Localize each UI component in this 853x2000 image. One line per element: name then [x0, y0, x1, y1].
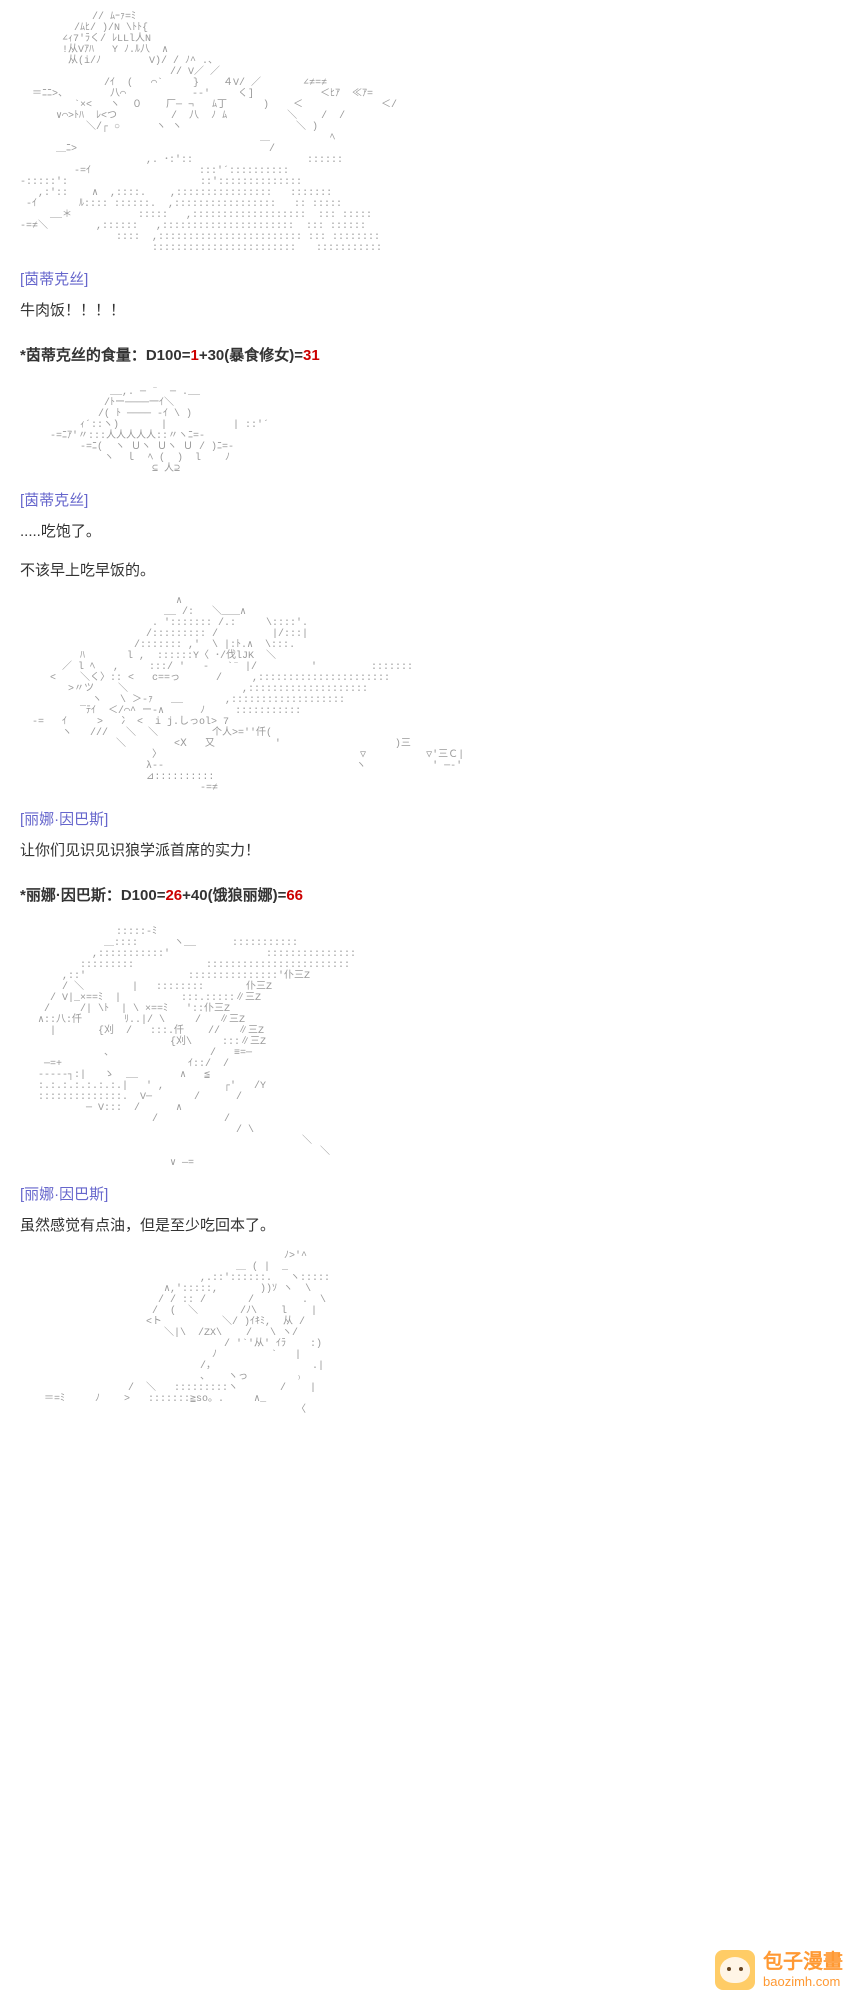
- dice-roll-2: *丽娜·因巴斯：D100=26+40(饿狼丽娜)=66: [20, 882, 833, 909]
- speaker-label-3: [丽娜·因巴斯]: [20, 806, 833, 833]
- ascii-art-2: __,. ─ ¨ ─ .__ /ﾄー────一ｲ＼ /( ﾄ ──── -ｲ \…: [20, 387, 833, 475]
- dialogue-text-2b: 不该早上吃早饭的。: [20, 557, 833, 584]
- dialogue-text-3: 让你们见识见识狼学派首席的实力！: [20, 837, 833, 864]
- watermark-text: 包子漫畫 baozimh.com: [763, 1950, 843, 1990]
- dialogue-text-1: 牛肉饭！！！！: [20, 297, 833, 324]
- roll-result: 66: [286, 887, 303, 904]
- ascii-art-4: :::::‐ﾐ ＿:::: ヽ__ ::::::::::: ,:::::::::…: [20, 927, 833, 1169]
- watermark: 包子漫畫 baozimh.com: [715, 1950, 843, 1990]
- dialogue-text-2a: .....吃饱了。: [20, 518, 833, 545]
- roll-prefix: *茵蒂克丝的食量：D100=: [20, 347, 190, 364]
- speaker-label-1: [茵蒂克丝]: [20, 266, 833, 293]
- dialogue-text-4: 虽然感觉有点油，但是至少吃回本了。: [20, 1212, 833, 1239]
- speaker-label-2: [茵蒂克丝]: [20, 487, 833, 514]
- watermark-title: 包子漫畫: [763, 1950, 843, 1974]
- dice-roll-1: *茵蒂克丝的食量：D100=1+30(暴食修女)=31: [20, 342, 833, 369]
- roll-plus: +40(饿狼丽娜)=: [182, 887, 286, 904]
- ascii-art-3: ∧ __ /: ＼___∧ . '::::::: /.: \::::'. /::…: [20, 596, 833, 794]
- roll-value: 26: [165, 887, 182, 904]
- ascii-art-1: // ﾑｰｧ=ﾐ /ﾑﾋ/ )/N \ﾄﾄ{ ∠ｨ7'ﾗく/ ﾚLLl人N !从…: [20, 12, 833, 254]
- ascii-art-5: ﾉ>'^ ＿ ( | _ ,.::'::::::. ヽ::::: ∧,'::::…: [20, 1251, 833, 1416]
- roll-value: 1: [190, 347, 198, 364]
- speaker-label-4: [丽娜·因巴斯]: [20, 1181, 833, 1208]
- baozi-icon: [715, 1950, 755, 1990]
- watermark-url: baozimh.com: [763, 1974, 843, 1990]
- roll-prefix: *丽娜·因巴斯：D100=: [20, 887, 165, 904]
- roll-plus: +30(暴食修女)=: [199, 347, 303, 364]
- roll-result: 31: [303, 347, 320, 364]
